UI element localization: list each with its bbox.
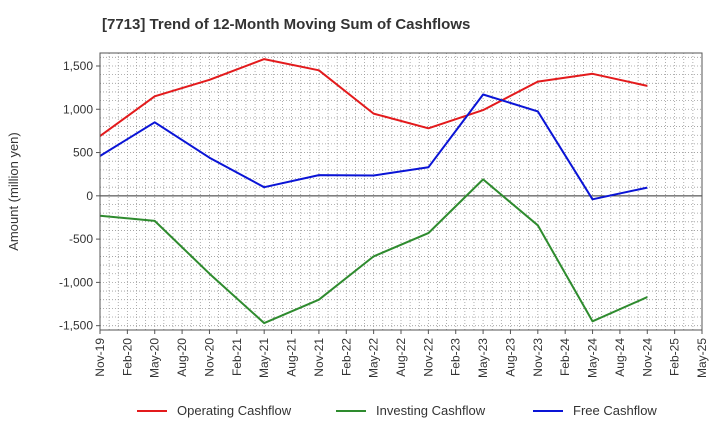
y-tick-label: 0 (86, 189, 93, 203)
grid (100, 53, 702, 330)
x-tick-label: Feb-24 (558, 338, 572, 376)
x-tick-label: Feb-25 (668, 338, 682, 376)
x-tick-label: Feb-20 (120, 338, 134, 376)
x-tick-label: May-23 (476, 338, 490, 378)
y-tick-label: 500 (73, 146, 93, 160)
x-tick-label: Feb-23 (449, 338, 463, 376)
y-tick-label: -500 (69, 232, 93, 246)
x-tick-label: Nov-22 (421, 338, 435, 377)
x-tick-label: Feb-22 (339, 338, 353, 376)
x-tick-label: May-24 (586, 338, 600, 378)
x-tick-label: Aug-24 (613, 338, 627, 377)
free-cashflow-legend-label: Free Cashflow (573, 403, 657, 418)
x-tick-label: Nov-20 (202, 338, 216, 377)
operating-cashflow-line (99, 58, 648, 137)
x-tick-label: Nov-23 (531, 338, 545, 377)
x-tick-label: Aug-21 (285, 338, 299, 377)
x-tick-label: Aug-22 (394, 338, 408, 377)
y-axis-label: Amount (million yen) (6, 132, 21, 251)
x-tick-label: May-21 (257, 338, 271, 378)
x-tick-label: May-25 (695, 338, 709, 378)
y-tick-label: 1,000 (63, 102, 93, 116)
x-tick-label: Feb-21 (230, 338, 244, 376)
free-cashflow-line (99, 93, 648, 201)
x-tick-label: Aug-23 (503, 338, 517, 377)
investing-cashflow-legend-label: Investing Cashflow (376, 403, 486, 418)
y-tick-label: -1,000 (59, 275, 93, 289)
chart-title: [7713] Trend of 12-Month Moving Sum of C… (102, 16, 471, 33)
x-tick-label: Nov-24 (640, 338, 654, 377)
x-tick-label: Nov-21 (312, 338, 326, 377)
series-lines (99, 58, 648, 325)
operating-cashflow-legend-label: Operating Cashflow (177, 403, 292, 418)
x-tick-label: Nov-19 (93, 338, 107, 377)
x-tick-label: May-22 (367, 338, 381, 378)
y-tick-label: 1,500 (63, 59, 93, 73)
legend: Operating Cashflow Investing Cashflow Free… (137, 403, 657, 418)
y-tick-label: -1,500 (59, 319, 93, 333)
x-tick-label: Aug-20 (175, 338, 189, 377)
investing-cashflow-line (99, 178, 648, 325)
x-tick-label: May-20 (148, 338, 162, 378)
